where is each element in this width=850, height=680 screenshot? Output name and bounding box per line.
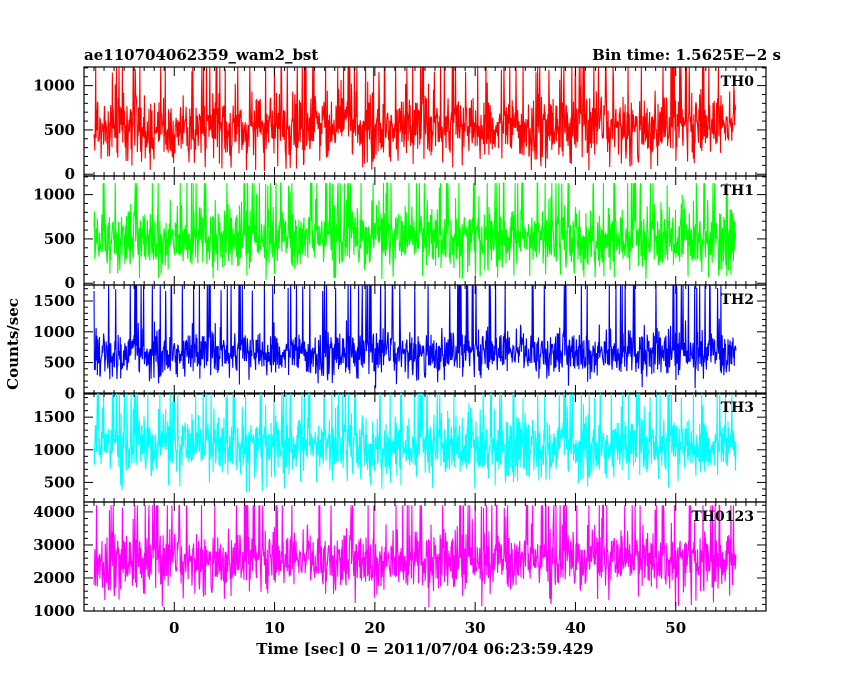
source-title: ae110704062359_wam2_bst (84, 46, 318, 64)
series-th0123-trace (93, 504, 737, 608)
panel-th0123: 1000 2000 3000 4000 TH0123 (33, 501, 767, 620)
y-tick-label: 500 (44, 230, 75, 248)
y-tick-label: 1000 (33, 77, 75, 95)
y-tick-label: 0 (65, 384, 75, 402)
series-th2-trace (93, 285, 737, 389)
series-name-label: TH2 (721, 292, 754, 308)
y-tick-label: 3000 (33, 536, 75, 554)
y-tick-label: 0 (65, 274, 75, 292)
series-th0-trace (93, 67, 737, 172)
x-tick-label: 10 (264, 619, 285, 637)
y-tick-label: 1000 (33, 441, 75, 459)
x-tick-label: 20 (364, 619, 385, 637)
y-tick-label: 1500 (33, 408, 75, 426)
x-tick-label: 30 (465, 619, 486, 637)
y-tick-label: 2000 (33, 569, 75, 587)
x-tick-label: 40 (565, 619, 586, 637)
y-tick-label: 500 (44, 354, 75, 372)
series-name-label: TH0123 (691, 509, 754, 525)
bin-time-label: Bin time: 1.5625E−2 s (592, 46, 781, 64)
y-tick-label: 500 (44, 473, 75, 491)
panel-th2: 0 500 1000 1500 TH2 (33, 284, 767, 402)
series-th1-trace (93, 182, 737, 280)
y-tick-label: 0 (65, 165, 75, 183)
y-tick-label: 1000 (33, 602, 75, 620)
y-tick-label: 1500 (33, 292, 75, 310)
y-tick-label: 500 (44, 121, 75, 139)
series-th3-trace (93, 393, 737, 493)
x-tick-label: 50 (665, 619, 686, 637)
series-name-label: TH3 (721, 400, 754, 416)
series-name-label: TH1 (721, 183, 754, 199)
panel-th3: 500 1000 1500 TH3 (33, 392, 767, 503)
y-tick-label: 4000 (33, 503, 75, 521)
panel-th0: 0 500 1000 TH0 (33, 66, 767, 183)
panel-th1: 0 500 1000 TH1 (33, 175, 767, 292)
y-tick-label: 1000 (33, 323, 75, 341)
y-axis-title: Counts/sec (4, 298, 22, 390)
series-name-label: TH0 (721, 74, 755, 90)
y-tick-label: 1000 (33, 186, 75, 204)
x-axis-title: Time [sec] 0 = 2011/07/04 06:23:59.429 (256, 640, 593, 658)
x-tick-label: 0 (169, 619, 179, 637)
